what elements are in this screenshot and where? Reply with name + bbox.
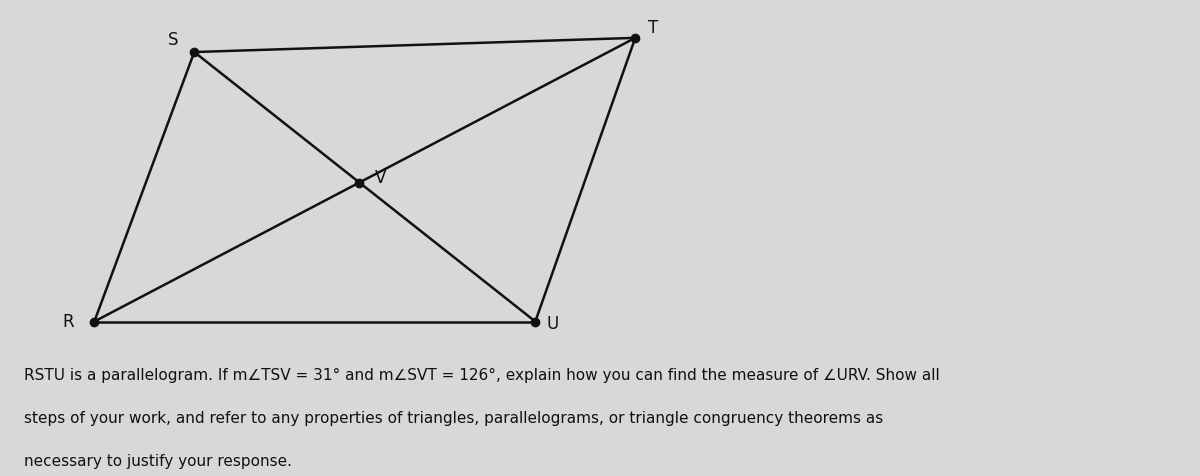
Text: RSTU is a parallelogram. If m∠TSV = 31° and m∠SVT = 126°, explain how you can fi: RSTU is a parallelogram. If m∠TSV = 31° … xyxy=(24,368,940,383)
Text: R: R xyxy=(62,313,74,330)
Text: steps of your work, and refer to any properties of triangles, parallelograms, or: steps of your work, and refer to any pro… xyxy=(24,411,883,426)
Text: T: T xyxy=(648,20,658,38)
Text: necessary to justify your response.: necessary to justify your response. xyxy=(24,455,292,469)
Text: U: U xyxy=(547,315,559,333)
Text: S: S xyxy=(168,31,179,49)
Text: V: V xyxy=(374,169,386,187)
